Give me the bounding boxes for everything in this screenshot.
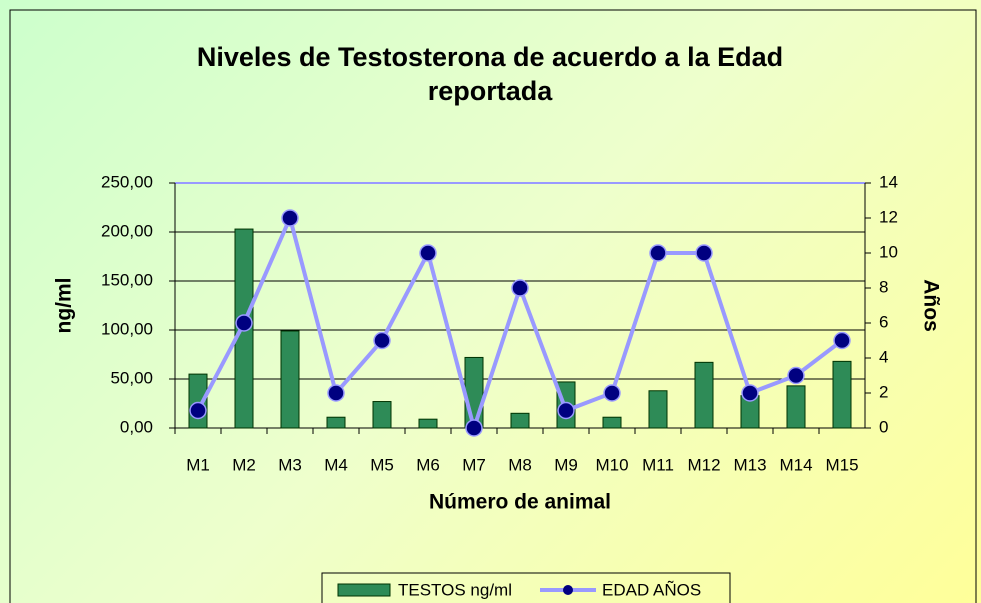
bar bbox=[464, 356, 484, 429]
y-tick-label: 100,00 bbox=[101, 319, 153, 338]
marker bbox=[603, 384, 621, 402]
y-tick-label: 0,00 bbox=[120, 417, 153, 436]
x-tick-label: M15 bbox=[825, 455, 858, 474]
y2-tick-label: 10 bbox=[879, 242, 898, 261]
marker bbox=[465, 419, 483, 437]
bar bbox=[418, 418, 438, 429]
bar bbox=[694, 361, 714, 429]
marker bbox=[649, 244, 667, 262]
marker bbox=[327, 384, 345, 402]
x-tick-label: M5 bbox=[370, 455, 394, 474]
marker bbox=[189, 401, 207, 420]
x-tick-label: M6 bbox=[416, 455, 440, 474]
x-tick-label: M2 bbox=[232, 455, 256, 474]
marker bbox=[419, 244, 437, 262]
marker bbox=[787, 366, 805, 385]
x-tick-label: M13 bbox=[733, 455, 766, 474]
marker bbox=[695, 244, 713, 262]
y2-axis-label: Años bbox=[919, 279, 942, 332]
marker bbox=[373, 331, 391, 350]
marker bbox=[833, 331, 851, 350]
bar bbox=[326, 416, 346, 429]
x-tick-label: M3 bbox=[278, 455, 302, 474]
x-tick-label: M4 bbox=[324, 455, 348, 474]
y2-tick-label: 0 bbox=[879, 417, 888, 436]
marker bbox=[281, 209, 299, 227]
bar bbox=[510, 412, 530, 429]
y2-tick-label: 12 bbox=[879, 207, 898, 226]
x-tick-label: M9 bbox=[554, 455, 578, 474]
marker bbox=[741, 384, 759, 402]
x-tick-label: M12 bbox=[687, 455, 720, 474]
chart-title: Niveles de Testosterona de acuerdo a la … bbox=[196, 42, 784, 106]
legend-swatch bbox=[337, 583, 391, 597]
y2-tick-label: 2 bbox=[879, 382, 888, 401]
y2-tick-label: 6 bbox=[879, 312, 888, 331]
legend-box bbox=[321, 572, 731, 603]
x-tick-label: M10 bbox=[595, 455, 628, 474]
bar bbox=[280, 330, 300, 429]
y-tick-label: 50,00 bbox=[110, 368, 153, 387]
bar bbox=[602, 416, 622, 429]
x-tick-label: M1 bbox=[186, 455, 210, 474]
y2-tick-label: 14 bbox=[879, 172, 898, 191]
bar bbox=[832, 360, 852, 429]
marker bbox=[235, 314, 253, 332]
y-tick-label: 150,00 bbox=[101, 270, 153, 289]
y-tick-label: 200,00 bbox=[101, 221, 153, 240]
x-tick-label: M11 bbox=[642, 455, 674, 474]
x-tick-label: M8 bbox=[508, 455, 532, 474]
x-axis-label: Número de animal bbox=[429, 491, 611, 514]
legend-label: EDAD AÑOS bbox=[602, 580, 701, 599]
legend-label: TESTOS ng/ml bbox=[398, 580, 512, 599]
x-tick-label: M7 bbox=[462, 455, 486, 474]
bar bbox=[372, 401, 392, 429]
x-tick-label: M14 bbox=[779, 455, 812, 474]
y2-tick-label: 8 bbox=[879, 277, 888, 296]
bar bbox=[648, 390, 668, 429]
marker bbox=[511, 279, 529, 297]
bar bbox=[786, 385, 806, 429]
legend-marker bbox=[563, 585, 573, 595]
y-axis-label: ng/ml bbox=[53, 278, 76, 334]
y2-tick-label: 4 bbox=[879, 347, 888, 366]
y-tick-label: 250,00 bbox=[101, 172, 153, 191]
marker bbox=[557, 401, 575, 420]
chart-border bbox=[9, 9, 977, 603]
